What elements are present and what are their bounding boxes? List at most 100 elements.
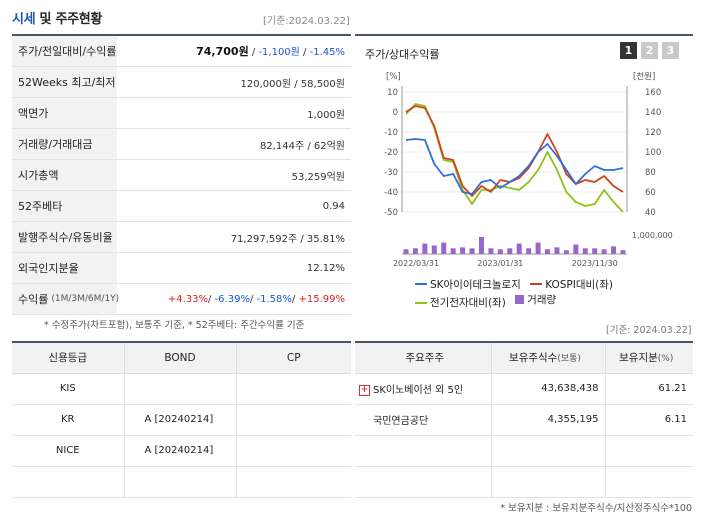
row-value: 0.94 — [322, 200, 345, 212]
market-info-table: 주가/전일대비/수익률 74,700원 / -1,100원 / -1.45% 5… — [12, 34, 351, 315]
legend-sk-label: SK아이이테크놀로지 — [430, 278, 521, 291]
table-row — [355, 435, 693, 467]
left-tick-label: -30 — [384, 168, 398, 178]
volume-bar — [516, 243, 522, 254]
legend-elec-swatch — [415, 301, 427, 304]
row-value: +4.33%/ -6.39%/ -1.58%/ +15.99% — [167, 293, 345, 305]
volume-bar — [611, 246, 617, 254]
chart-legend: SK아이이테크놀로지 KOSPI대비(좌) 전기전자대비(좌) 거래량 — [415, 276, 695, 310]
volume-tick-label: 1,000,000 — [632, 231, 673, 240]
chart-title: 주가/상대수익률 — [365, 48, 440, 61]
chart-tab-2[interactable]: 2 — [641, 42, 658, 59]
volume-bar — [620, 250, 626, 254]
row-label: 외국인지분율 — [12, 253, 117, 283]
expand-icon[interactable]: + — [359, 384, 370, 396]
agency-name: KR — [12, 404, 124, 436]
row-price: 주가/전일대비/수익률 74,700원 / -1,100원 / -1.45% — [12, 36, 351, 67]
row-par-value: 액면가 1,000원 — [12, 98, 351, 129]
cp-rating — [235, 373, 351, 405]
holder-pct: 6.11 — [604, 404, 693, 436]
right-tick-label: 140 — [645, 108, 661, 118]
volume-bar — [460, 247, 466, 254]
legend-volume-label: 거래량 — [527, 293, 557, 306]
left-tick-label: -50 — [384, 208, 398, 218]
major-shareholders-table: 주요주주 보유주식수(보통) 보유지분(%) + SK이노베이션 외 5인 43,… — [355, 341, 693, 498]
row-foreign: 외국인지분율 12.12% — [12, 253, 351, 284]
row-52week: 52Weeks 최고/최저 120,000원 / 58,500원 — [12, 67, 351, 98]
holder-name — [355, 466, 491, 498]
return-1m: +4.33% — [167, 293, 209, 305]
left-axis-unit: [%] — [386, 72, 401, 82]
legend-volume-swatch — [515, 294, 525, 304]
bond-rating: A [20240214] — [123, 435, 236, 467]
holder-name — [355, 435, 491, 467]
table-row — [355, 466, 693, 498]
holders-col-shares: 보유주식수(보통) — [490, 342, 605, 374]
base-date: [기준:2024.03.22] — [263, 16, 350, 27]
volume-bar — [412, 248, 418, 254]
credit-col-cp: CP — [235, 342, 351, 374]
left-tick-label: 0 — [393, 108, 398, 118]
chart-panel: 주가/상대수익률 1 2 3 [%] [천원] 10 0 -10 -20 -30 -40 -50… — [355, 34, 693, 311]
volume-bar — [563, 250, 569, 254]
chart-tab-3[interactable]: 3 — [662, 42, 679, 59]
holder-pct — [604, 435, 693, 467]
credit-rating-table: 신용등급 BOND CP KIS KR A [20240214] NICE A [2… — [12, 341, 351, 498]
return-1y: +15.99% — [298, 293, 345, 305]
x-tick-label: 2023/01/31 — [477, 259, 523, 268]
row-value: 53,259억원 — [291, 171, 345, 183]
right-tick-label: 100 — [645, 148, 661, 158]
chart-tab-1[interactable]: 1 — [620, 42, 637, 59]
row-label: 주가/전일대비/수익률 — [12, 36, 117, 66]
legend-kospi: KOSPI대비(좌) — [530, 277, 613, 292]
row-label: 수익률 (1M/3M/6M/1Y) — [12, 284, 119, 314]
row-value: 71,297,592주 / 35.81% — [230, 233, 345, 245]
return-6m: -1.58% — [256, 293, 292, 305]
volume-bar — [573, 244, 579, 254]
volume-bar — [526, 248, 532, 254]
return-3m: -6.39% — [214, 293, 250, 305]
holders-col-shares-type: (보통) — [557, 354, 581, 365]
volume-bar — [554, 247, 560, 254]
credit-col-bond: BOND — [123, 342, 236, 374]
price-change: -1,100원 — [258, 47, 300, 58]
title-rest: 및 주주현황 — [35, 12, 103, 27]
row-label: 발행주식수/유동비율 — [12, 222, 117, 252]
right-tick-label: 120 — [645, 128, 661, 138]
holder-name-cell: + SK이노베이션 외 5인 — [355, 373, 491, 405]
section-header: 시세 및 주주현황 [기준:2024.03.22] — [0, 0, 702, 30]
base-date-2: [기준: 2024.03.22] — [606, 325, 692, 336]
cp-rating — [235, 466, 351, 498]
row-label: 거래량/거래대금 — [12, 129, 117, 159]
table-row: KR A [20240214] — [12, 404, 351, 436]
chart-tabs: 1 2 3 — [620, 42, 679, 59]
volume-bar — [441, 242, 447, 254]
row-label: 52주베타 — [12, 191, 117, 221]
returns-label: 수익률 — [18, 293, 49, 306]
bond-rating: A [20240214] — [123, 404, 236, 436]
volume-bar — [592, 248, 598, 254]
volume-bar — [497, 249, 503, 254]
table-row: 국민연금공단 4,355,195 6.11 — [355, 404, 693, 436]
x-tick-label: 2023/11/30 — [572, 259, 618, 268]
legend-elec: 전기전자대비(좌) — [415, 295, 506, 310]
legend-kospi-swatch — [530, 283, 543, 285]
bond-rating — [123, 373, 236, 405]
row-returns: 수익률 (1M/3M/6M/1Y) +4.33%/ -6.39%/ -1.58%/… — [12, 284, 351, 315]
left-tick-label: 10 — [387, 88, 398, 98]
cp-rating — [235, 435, 351, 467]
volume-bar — [582, 248, 588, 254]
holders-col-pct-unit: (%) — [657, 354, 674, 365]
bond-rating — [123, 466, 236, 498]
volume-bar — [507, 248, 513, 254]
table-row: KIS — [12, 373, 351, 405]
holder-shares — [490, 466, 605, 498]
agency-name: KIS — [12, 373, 124, 405]
holder-name: 국민연금공단 — [355, 404, 491, 436]
volume-bar — [450, 248, 456, 254]
volume-bar — [601, 249, 607, 254]
table-row — [12, 466, 351, 498]
row-value: 82,144주 / 62억원 — [259, 140, 345, 152]
table-row: NICE A [20240214] — [12, 435, 351, 467]
row-market-cap: 시가총액 53,259억원 — [12, 160, 351, 191]
